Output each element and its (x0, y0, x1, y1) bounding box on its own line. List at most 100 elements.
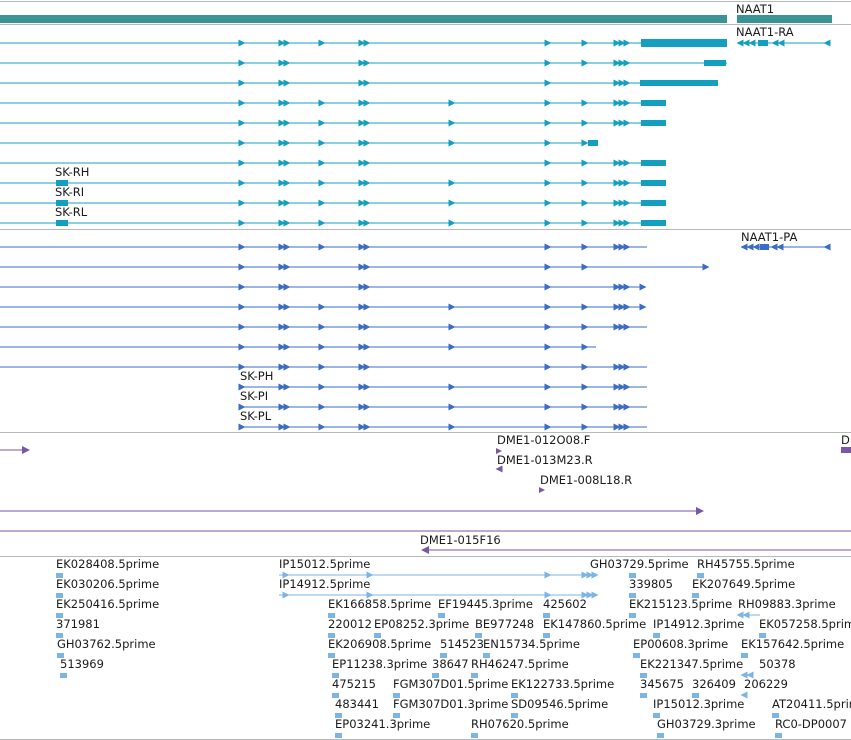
est-label[interactable]: EK215123.5prime (629, 597, 733, 611)
direction-arrow-right (363, 383, 371, 391)
est-label[interactable]: RH46247.5prime (471, 657, 569, 671)
gene-label[interactable]: NAAT1 (736, 2, 775, 16)
est-label[interactable]: EK122733.5prime (511, 677, 615, 691)
direction-arrow-right (448, 199, 456, 207)
est-label[interactable]: EP00608.3prime (633, 637, 729, 651)
est-label[interactable]: EK157642.5prime (741, 637, 845, 651)
bac-label[interactable]: DME1-008L18.R (540, 473, 633, 487)
direction-arrow-right (544, 199, 552, 207)
bac-label[interactable]: D (841, 433, 850, 447)
direction-arrow-right (238, 263, 246, 271)
direction-arrow-right (544, 39, 552, 47)
direction-arrow-right (544, 591, 552, 599)
direction-arrow-right (358, 59, 366, 67)
est-label[interactable]: 483441 (335, 697, 379, 711)
est-label[interactable]: EK057258.5prime (759, 617, 851, 631)
protein-row-label[interactable]: SK-PH (240, 369, 274, 383)
direction-arrow-right (358, 199, 366, 207)
est-label[interactable]: EK221347.5prime (640, 657, 744, 671)
est-label[interactable]: IP15012.3prime (653, 697, 745, 711)
est-label[interactable]: 50378 (759, 657, 796, 671)
est-label[interactable]: EK206908.5prime (328, 637, 432, 651)
protein-label[interactable]: NAAT1-PA (741, 230, 798, 244)
est-block (432, 673, 439, 678)
est-label[interactable]: EK030206.5prime (56, 577, 160, 591)
protein-row-label[interactable]: SK-PL (240, 409, 272, 423)
direction-arrow-right (283, 343, 291, 351)
est-label[interactable]: IP14912.5prime (279, 577, 371, 591)
direction-arrow-right (613, 323, 621, 331)
est-label[interactable]: RH45755.5prime (697, 557, 795, 571)
est-label[interactable]: IP15012.5prime (279, 557, 371, 571)
exon-block (56, 200, 68, 206)
est-label[interactable]: 345675 (640, 677, 684, 691)
est-label[interactable]: 206229 (744, 677, 788, 691)
direction-arrow-right (22, 446, 30, 454)
direction-arrow-right (318, 423, 326, 431)
direction-arrow-right (591, 571, 599, 579)
est-label[interactable]: EP11238.3prime (332, 657, 428, 671)
direction-arrow-right (238, 423, 246, 431)
est-label[interactable]: EK207649.5prime (692, 577, 796, 591)
direction-arrow-right (278, 423, 286, 431)
est-label[interactable]: 475215 (332, 677, 376, 691)
est-label[interactable]: RC0-DP0007 (775, 717, 847, 731)
est-label[interactable]: 38647 (432, 657, 469, 671)
est-label[interactable]: EN15734.5prime (483, 637, 580, 651)
est-label[interactable]: 425602 (543, 597, 587, 611)
direction-arrow-left (770, 243, 778, 251)
est-block (374, 633, 381, 638)
est-label[interactable]: EK147860.5prime (543, 617, 647, 631)
est-label[interactable]: IP14912.3prime (653, 617, 745, 631)
mrna-row-label[interactable]: SK-RI (55, 185, 85, 199)
direction-arrow-right (318, 343, 326, 351)
est-label[interactable]: 371981 (56, 617, 100, 631)
direction-arrow-right (623, 283, 631, 291)
direction-arrow-right (283, 179, 291, 187)
direction-arrow-right (358, 119, 366, 127)
est-label[interactable]: EP03241.3prime (335, 717, 431, 731)
exon-block (588, 140, 598, 146)
est-label[interactable]: EK028408.5prime (56, 557, 160, 571)
bac-label[interactable]: DME1-013M23.R (497, 453, 593, 467)
est-block (697, 573, 704, 578)
direction-arrow-right (623, 303, 631, 311)
est-label[interactable]: 513969 (60, 657, 104, 671)
est-label[interactable]: FGM307D01.3prime (393, 697, 509, 711)
est-label[interactable]: EK166858.5prime (328, 597, 432, 611)
est-label[interactable]: RH07620.5prime (471, 717, 569, 731)
mrna-label[interactable]: NAAT1-RA (736, 25, 794, 39)
est-label[interactable]: RH09883.3prime (738, 597, 836, 611)
direction-arrow-right (238, 343, 246, 351)
est-label[interactable]: FGM307D01.5prime (393, 677, 509, 691)
mrna-row-label[interactable]: SK-RL (55, 205, 88, 219)
est-label[interactable]: AT20411.5prime (772, 697, 851, 711)
est-label[interactable]: GH03729.3prime (657, 717, 756, 731)
protein-row-label[interactable]: SK-PI (240, 389, 269, 403)
est-label[interactable]: SD09546.5prime (511, 697, 609, 711)
direction-arrow-left (776, 243, 784, 251)
direction-arrow-right (618, 363, 626, 371)
est-block (56, 613, 63, 618)
est-label[interactable]: BE977248 (475, 617, 535, 631)
direction-arrow-right (278, 59, 286, 67)
direction-arrow-right (238, 283, 246, 291)
est-label[interactable]: EP08252.3prime (374, 617, 470, 631)
mrna-row-label[interactable]: SK-RH (55, 165, 90, 179)
direction-arrow-right (318, 199, 326, 207)
est-label[interactable]: 326409 (692, 677, 736, 691)
bac-label[interactable]: DME1-012O08.F (497, 433, 591, 447)
est-label[interactable]: GH03762.5prime (57, 637, 156, 651)
direction-arrow-right (544, 263, 552, 271)
est-label[interactable]: GH03729.5prime (590, 557, 689, 571)
direction-arrow-right (238, 363, 246, 371)
est-label[interactable]: 339805 (629, 577, 673, 591)
est-label[interactable]: 514523 (440, 637, 484, 651)
est-label[interactable]: EK250416.5prime (56, 597, 160, 611)
bac-label[interactable]: DME1-015F16 (420, 533, 501, 547)
track-separator (0, 1, 851, 2)
est-block (332, 673, 339, 678)
direction-arrow-right (581, 403, 589, 411)
est-label[interactable]: 220012 (328, 617, 372, 631)
est-label[interactable]: EF19445.3prime (438, 597, 533, 611)
